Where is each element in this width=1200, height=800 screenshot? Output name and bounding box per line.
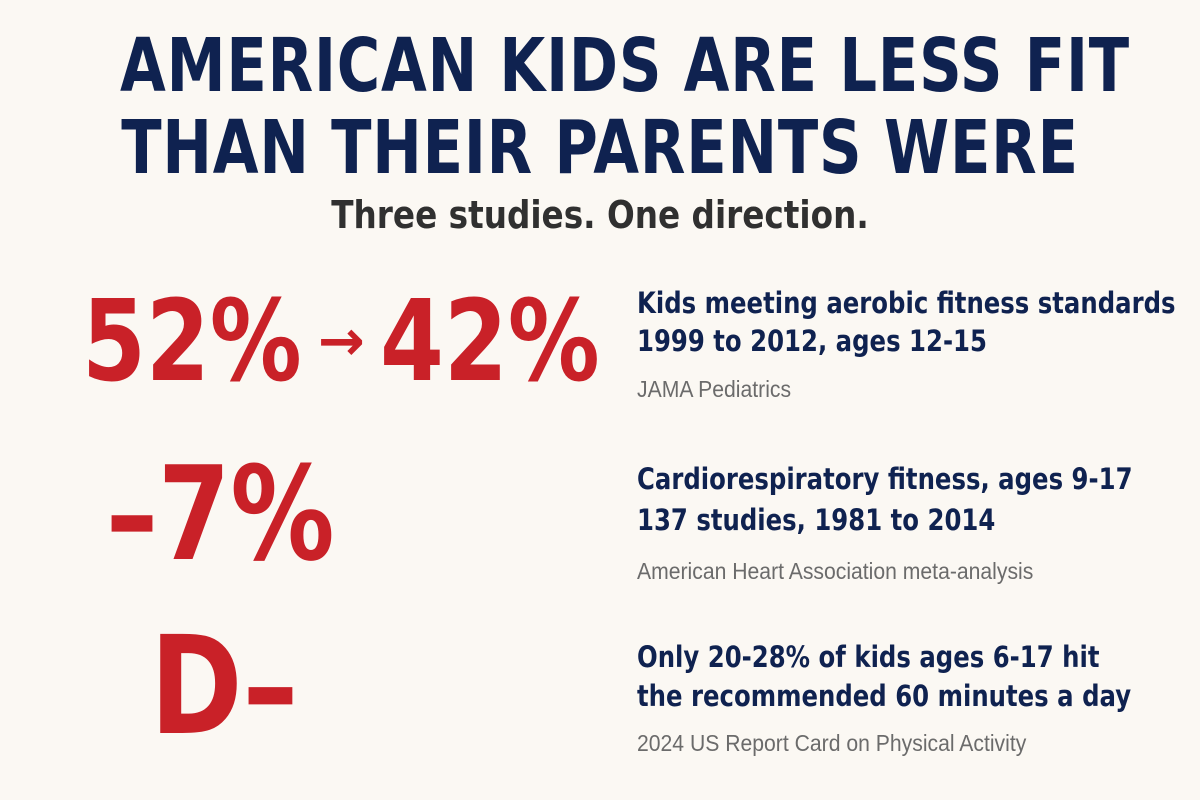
stat-3-description-line-1: Only 20-28% of kids ages 6-17 hit [637, 640, 1100, 674]
arrow-right-icon: → [318, 309, 365, 374]
stat-value-from: 52% [82, 277, 302, 407]
stat-2-source: American Heart Association meta-analysis [637, 558, 1034, 584]
stat-2-description-line-1: Cardiorespiratory fitness, ages 9-17 [637, 462, 1133, 496]
stat-value-to: 42% [380, 277, 600, 407]
stat-3-description-line-2: the recommended 60 minutes a day [637, 679, 1132, 713]
stat-3-source: 2024 US Report Card on Physical Activity [637, 730, 1027, 756]
subtitle: Three studies. One direction. [331, 193, 869, 237]
stat-1-description-line-2: 1999 to 2012, ages 12-15 [637, 324, 987, 358]
stat-2-description-line-2: 137 studies, 1981 to 2014 [637, 503, 996, 537]
stat-1-description-line-1: Kids meeting aerobic fitness standards [637, 286, 1176, 320]
stat-report-card-grade: D– [150, 608, 299, 766]
stat-1-source: JAMA Pediatrics [637, 376, 792, 402]
stat-cardio-change: –7% [106, 438, 335, 590]
headline-line-1: AMERICAN KIDS ARE LESS FIT [120, 23, 1130, 109]
headline-line-2: THAN THEIR PARENTS WERE [121, 105, 1079, 191]
